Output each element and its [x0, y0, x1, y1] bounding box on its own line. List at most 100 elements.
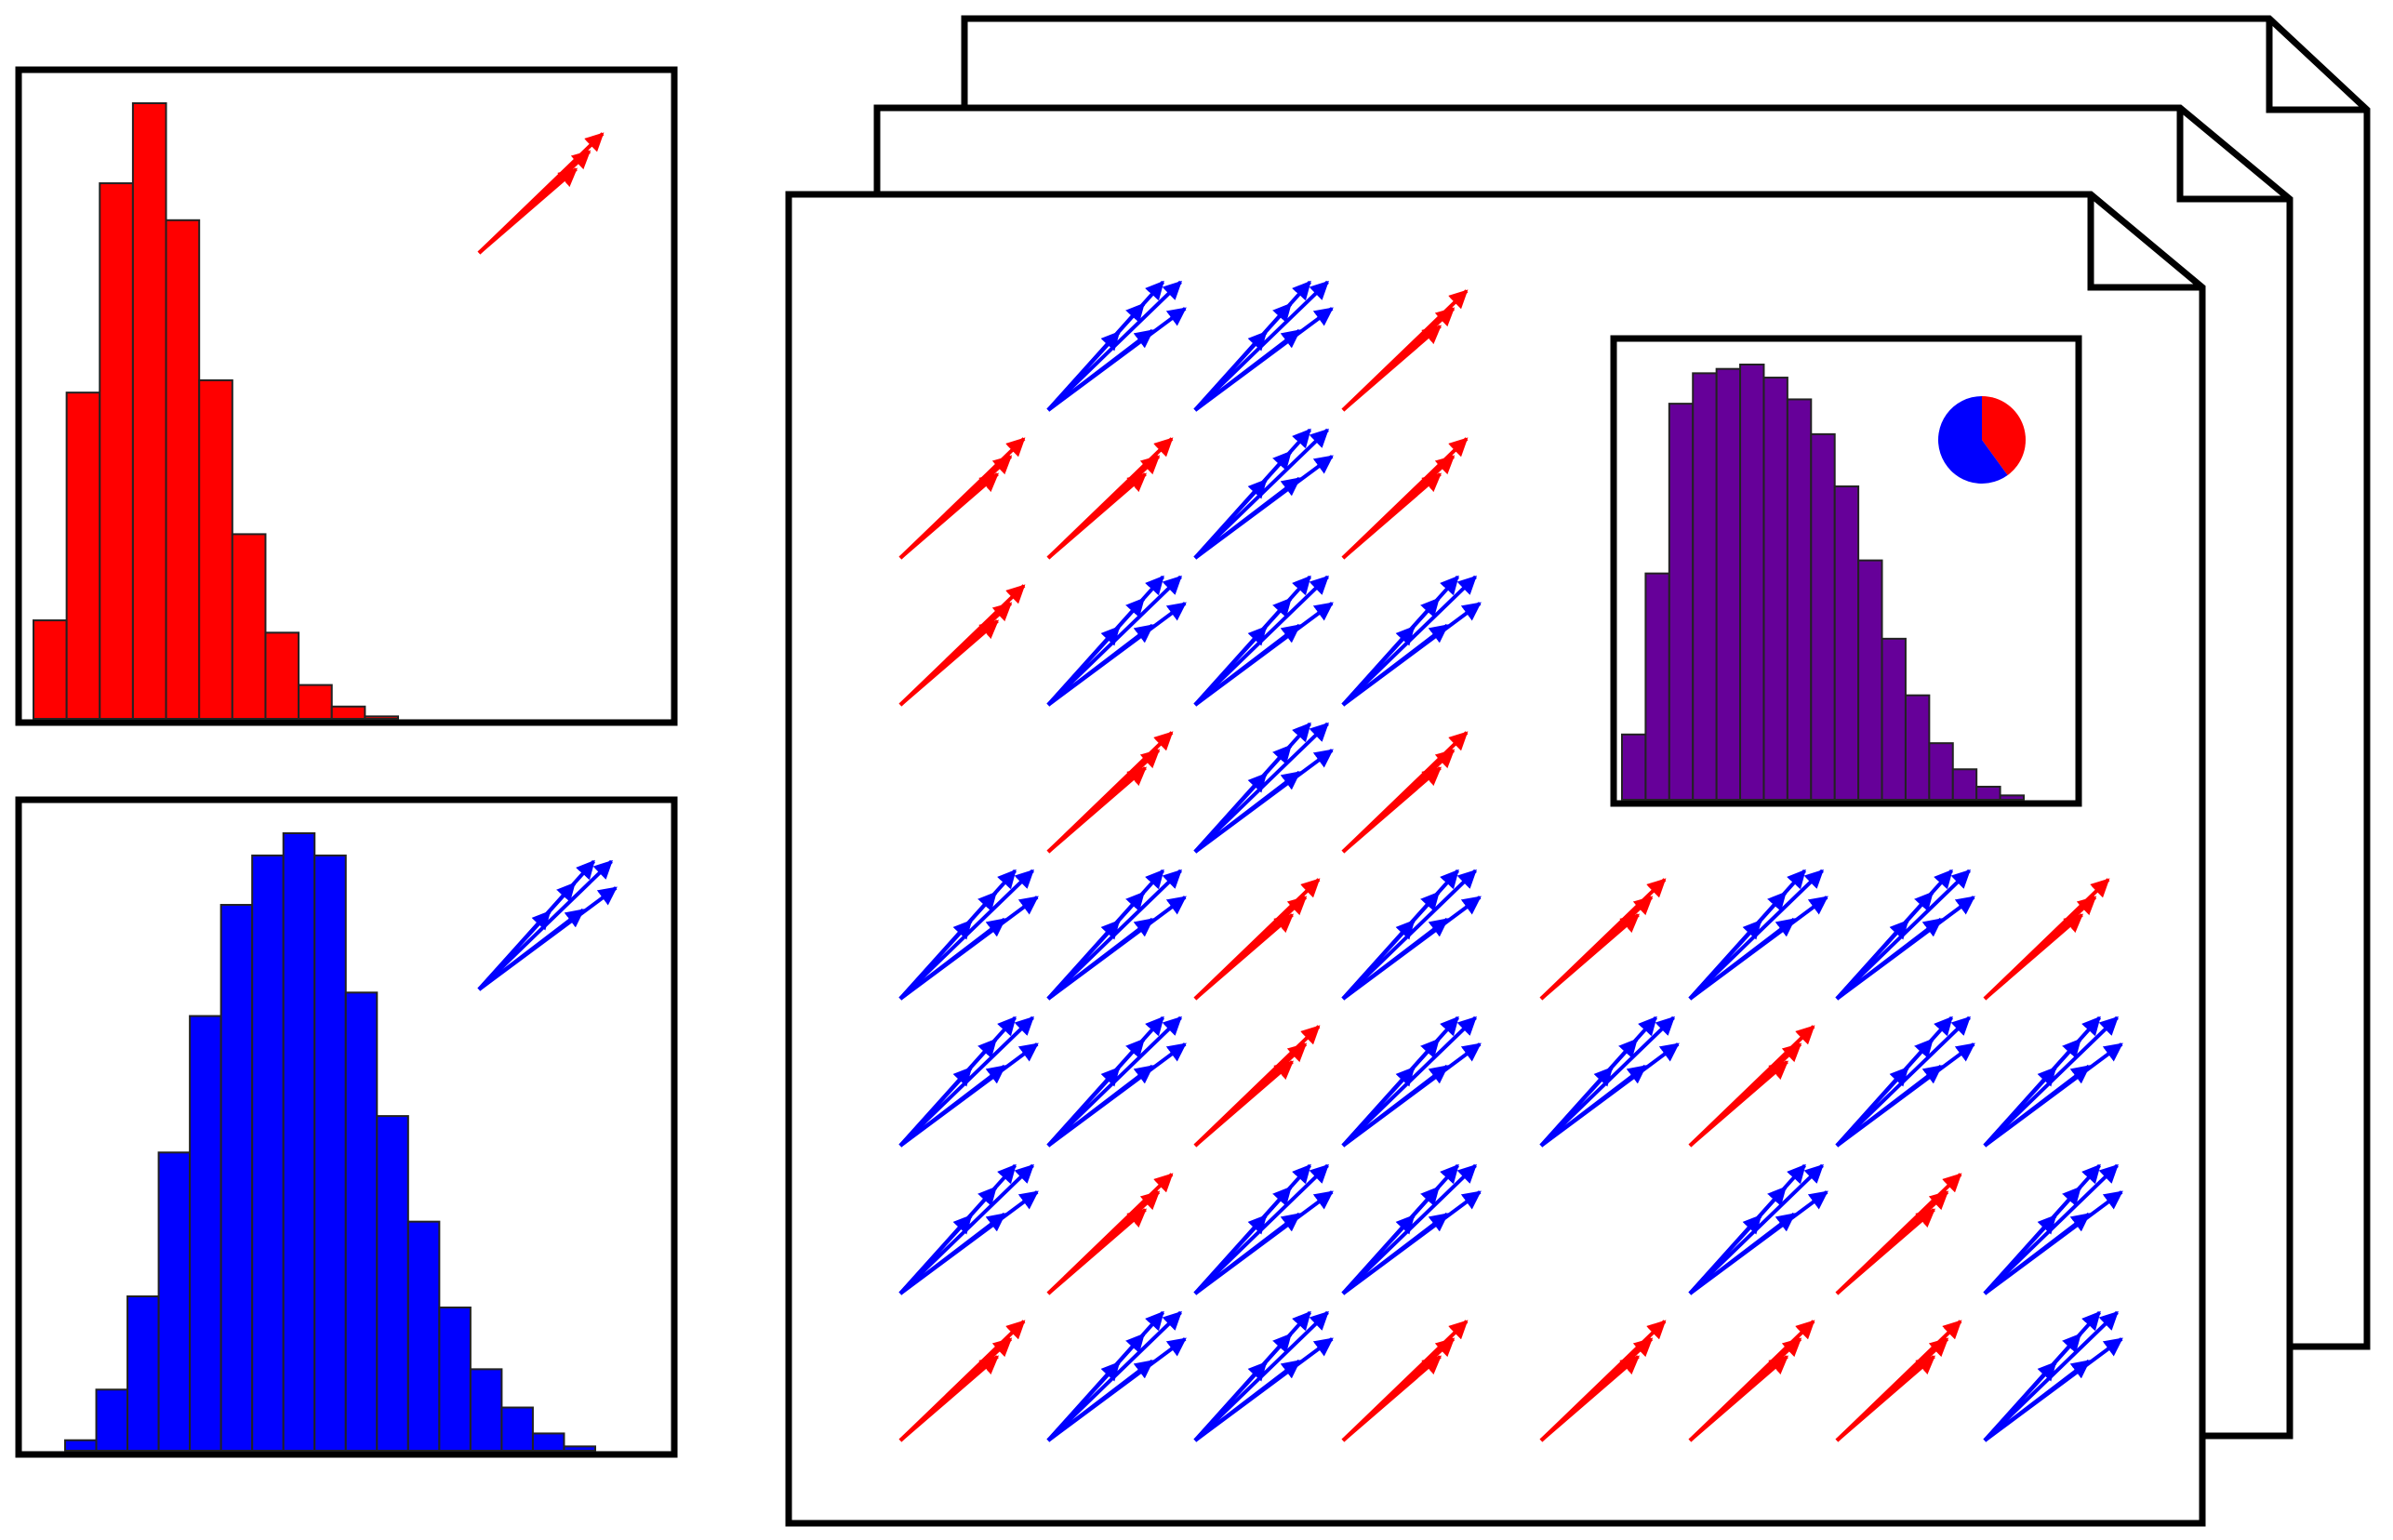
red-arrow [1983, 913, 2084, 1001]
purple-histogram-bar [1762, 377, 1788, 801]
blue-arrow [1835, 919, 1909, 1001]
purple-histogram-bar [1692, 372, 1718, 801]
blue-arrow [1983, 1212, 2091, 1295]
blue-arrow-glyph [1983, 1016, 2123, 1148]
blue-arrow [1688, 919, 1762, 1001]
blue-arrow-glyph [898, 1016, 1039, 1148]
document-glyph-grid [898, 280, 2123, 1442]
blue-arrow [1193, 1212, 1301, 1295]
blue-arrow [1983, 1359, 2091, 1442]
blue-arrow-glyph [1688, 1163, 1828, 1295]
red-arrow-glyph [1835, 1320, 1962, 1442]
blue-arrow [1193, 623, 1301, 707]
blue-arrow [1341, 1214, 1416, 1295]
blue-arrow-glyph [1193, 722, 1334, 854]
blue-histogram-bar [438, 1306, 472, 1453]
red-histogram-bar [231, 533, 267, 721]
red-arrow [1046, 472, 1148, 560]
blue-arrow-glyph [1341, 1163, 1482, 1295]
red-arrow-glyph [898, 1320, 1026, 1442]
purple-histogram-bar [1951, 768, 1978, 801]
red-histogram-bar [165, 219, 201, 720]
blue-arrow [1193, 330, 1268, 412]
red-arrow [1341, 472, 1442, 560]
blue-arrow [1046, 623, 1154, 707]
purple-histogram-bar [1881, 637, 1907, 802]
blue-arrow [1341, 1066, 1416, 1148]
blue-arrow [898, 1066, 973, 1148]
red-histogram-bar [65, 392, 101, 720]
blue-histogram-bar [406, 1220, 441, 1452]
blue-arrow [1539, 1064, 1647, 1148]
red-arrow-glyph [1046, 731, 1174, 854]
red-arrow [1539, 913, 1641, 1001]
red-histogram-bar [198, 378, 233, 720]
blue-arrow-glyph [898, 1163, 1039, 1295]
red-arrow [1341, 325, 1442, 412]
red-arrow-glyph [1983, 878, 2110, 1001]
purple-histogram-bar [1833, 485, 1860, 801]
proportion-pie [1938, 396, 2026, 484]
red-arrow-glyph [1341, 437, 1469, 560]
blue-arrow-glyph [1341, 575, 1482, 707]
blue-arrow [1046, 1064, 1154, 1148]
red-arrow-glyph [898, 584, 1026, 707]
red-arrow-glyph [1341, 731, 1469, 854]
blue-arrow-glyph-legend [477, 859, 618, 991]
blue-histogram-bar [469, 1368, 503, 1453]
blue-arrow [1046, 1361, 1121, 1442]
blue-arrow [1046, 1359, 1154, 1442]
blue-histogram-bar [531, 1432, 565, 1452]
red-arrow-glyph [1688, 1320, 1815, 1442]
red-arrow-glyph-legend [477, 132, 605, 255]
blue-arrow [1835, 1064, 1943, 1148]
blue-arrow [1046, 625, 1121, 707]
blue-arrow [1046, 330, 1121, 412]
blue-arrow-glyph [1835, 1016, 1975, 1148]
red-arrow-glyph [1193, 878, 1321, 1001]
blue-histogram-bar [282, 832, 316, 1452]
blue-arrow [1341, 623, 1449, 707]
blue-arrow [1193, 770, 1301, 854]
purple-histogram-bar [1715, 367, 1742, 801]
blue-arrow [1193, 1214, 1268, 1295]
red-arrow [1193, 1060, 1295, 1148]
red-arrow-glyph [1046, 1173, 1174, 1295]
red-arrow [898, 472, 1000, 560]
blue-arrow-glyph [1341, 869, 1482, 1001]
purple-histogram-bar [1999, 794, 2025, 802]
blue-arrow [477, 908, 585, 991]
blue-arrow [1835, 1066, 1909, 1148]
blue-arrow [898, 1212, 1006, 1295]
blue-arrow [1983, 1064, 2091, 1148]
red-arrow-glyph [1688, 1025, 1815, 1148]
blue-arrow [477, 909, 552, 991]
blue-arrow [1193, 1359, 1301, 1442]
red-histogram-bar [99, 182, 134, 720]
blue-arrow [1046, 1066, 1121, 1148]
red-histogram-bars [33, 102, 400, 721]
blue-histogram-bar [189, 1015, 222, 1452]
purple-histogram-bar [1857, 559, 1883, 801]
red-arrow [1046, 766, 1148, 854]
purple-histogram-bar [1621, 733, 1647, 801]
middle-page-corner-fold [2176, 108, 2290, 203]
blue-arrow-glyph [1193, 1163, 1334, 1295]
red-arrow [1193, 913, 1295, 1001]
blue-arrow [1046, 919, 1121, 1001]
blue-arrow [1046, 328, 1154, 412]
purple-histogram-bar [1786, 398, 1813, 801]
red-arrow-glyph [1341, 289, 1469, 412]
purple-histogram-bar [1904, 694, 1931, 801]
blue-arrow-glyph [1835, 869, 1975, 1001]
blue-histogram-bar [563, 1445, 596, 1453]
blue-arrow-glyph [477, 859, 618, 991]
back-page-corner-fold [2266, 19, 2367, 113]
blue-histogram-bar [251, 854, 285, 1452]
red-arrow [1688, 1355, 1789, 1442]
blue-arrow-glyph [1539, 1016, 1680, 1148]
blue-arrow [898, 1214, 973, 1295]
blue-histogram-bar [126, 1295, 160, 1452]
red-histogram-bar [131, 102, 167, 720]
red-histogram-panel [15, 66, 678, 726]
